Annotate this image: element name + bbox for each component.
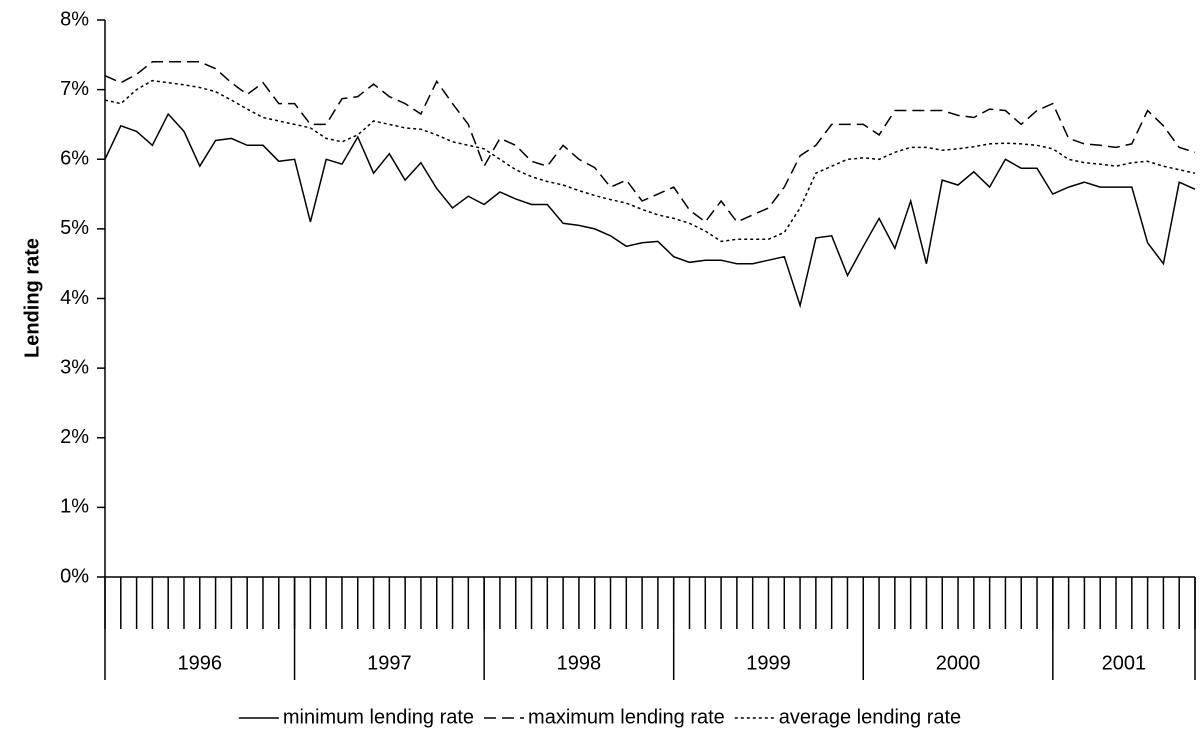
y-tick-label: 3% bbox=[60, 356, 89, 378]
x-group-label: 2001 bbox=[1102, 652, 1147, 674]
series-line bbox=[104, 61, 1196, 223]
y-tick-label: 2% bbox=[60, 426, 89, 448]
y-axis-title: Lending rate bbox=[21, 238, 43, 358]
y-tick-label: 0% bbox=[60, 565, 89, 587]
y-tick-label: 4% bbox=[60, 287, 89, 309]
legend-label: maximum lending rate bbox=[528, 706, 725, 728]
x-group-label: 1999 bbox=[746, 652, 791, 674]
y-tick-label: 8% bbox=[60, 8, 89, 30]
legend-label: minimum lending rate bbox=[283, 706, 474, 728]
y-tick-label: 6% bbox=[60, 148, 89, 170]
x-group-label: 2000 bbox=[936, 652, 981, 674]
y-tick-label: 5% bbox=[60, 217, 89, 239]
x-group-label: 1998 bbox=[557, 652, 602, 674]
series-line bbox=[104, 112, 1196, 309]
x-group-label: 1997 bbox=[367, 652, 412, 674]
y-tick-label: 1% bbox=[60, 496, 89, 518]
series-line bbox=[104, 79, 1196, 243]
x-group-label: 1996 bbox=[178, 652, 223, 674]
y-tick-label: 7% bbox=[60, 78, 89, 100]
legend-label: average lending rate bbox=[779, 706, 961, 728]
